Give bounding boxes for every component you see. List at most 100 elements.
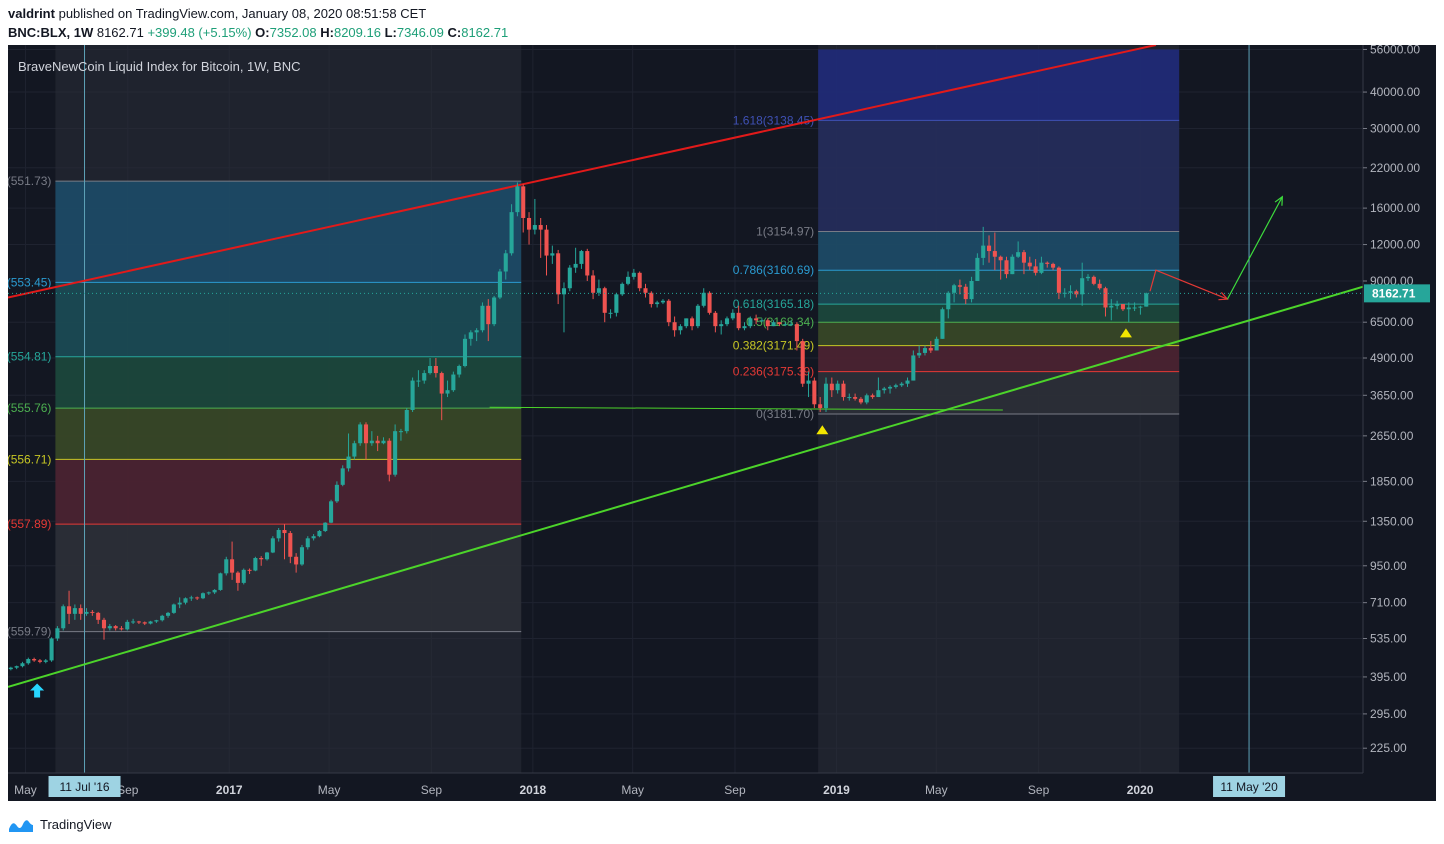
candle-body [37, 660, 42, 662]
candle [835, 380, 840, 394]
candle-body [1144, 293, 1149, 307]
candle [451, 371, 456, 392]
fib-right-extension-zone [818, 49, 1180, 121]
candle-body [84, 611, 89, 614]
time-tick-label: Sep [724, 783, 746, 797]
candle [952, 283, 957, 303]
candle-body [119, 628, 124, 630]
candle-body [789, 324, 794, 326]
candle [981, 226, 986, 266]
candle-body [154, 620, 159, 622]
candle [317, 530, 322, 538]
candle-body [433, 365, 438, 374]
fib-right-label-1: 1(3154.97) [756, 225, 814, 239]
date-marker-badge-0 [48, 776, 121, 797]
trendline-level-2017 [489, 406, 1003, 411]
candle [422, 370, 427, 384]
candle [544, 225, 549, 276]
candle [90, 610, 95, 616]
candle-body [981, 245, 986, 258]
candle [888, 385, 893, 394]
candle [404, 408, 409, 434]
candle-body [428, 365, 433, 374]
candle-body [398, 431, 403, 433]
candle [247, 568, 252, 575]
candle [812, 377, 817, 409]
candle-body [259, 558, 264, 560]
fib-right-zone-0.382 [818, 345, 1180, 372]
candle [1091, 275, 1096, 286]
candle [55, 626, 60, 641]
candle [1144, 292, 1149, 307]
candle [847, 393, 852, 401]
candle-body [1056, 267, 1061, 293]
candle [439, 371, 444, 421]
candle-body [591, 275, 596, 293]
candle [789, 320, 794, 327]
candle-body [521, 186, 526, 218]
publish-header: valdrint published on TradingView.com, J… [8, 6, 426, 21]
candle [684, 318, 689, 329]
candle [655, 300, 660, 308]
tradingview-logo-icon[interactable] [8, 816, 34, 832]
candle-body [812, 380, 817, 405]
candle [212, 589, 217, 595]
ohlc-bar: BNC:BLX, 1W 8162.71 +399.48 (+5.15%) O:7… [8, 25, 508, 40]
candle-body [72, 608, 77, 614]
symbol-label: BNC:BLX, 1W [8, 25, 94, 40]
candle [841, 380, 846, 401]
candle [340, 465, 345, 487]
time-tick-label: May [925, 783, 948, 797]
fib-left-zone-1 [55, 181, 522, 283]
candle-body [410, 380, 415, 410]
projection-up [1226, 196, 1283, 300]
candle [917, 345, 922, 358]
candle [783, 322, 788, 327]
candle-body [1109, 305, 1114, 308]
candle [346, 433, 351, 472]
candle [49, 637, 54, 662]
candle-body [876, 390, 881, 398]
candle [998, 255, 1003, 280]
candle [515, 182, 520, 217]
fib-right-label-1.618: 1.618(3138.45) [733, 113, 814, 127]
candle [754, 314, 759, 325]
candle-body [49, 638, 54, 661]
candle-body [608, 312, 613, 314]
candle-body [1091, 276, 1096, 284]
candle-body [340, 468, 345, 485]
candle-body [544, 229, 549, 256]
candle-body [224, 559, 229, 574]
candle-body [695, 305, 700, 327]
tradingview-brand[interactable]: TradingView [40, 816, 112, 832]
high-value: 8209.16 [333, 25, 381, 40]
candle-body [474, 330, 479, 333]
candle-body [899, 383, 904, 386]
candle-body [1045, 262, 1050, 264]
price-chart[interactable]: 1(551.73) 0.786(553.45) 0.618(554.81) 0.5(5… [8, 45, 1436, 801]
candle-body [218, 573, 223, 590]
candle [567, 265, 572, 292]
chart-panel[interactable]: 1(551.73) 0.786(553.45) 0.618(554.81) 0.5(5… [8, 45, 1436, 801]
time-tick-label: 2020 [1127, 783, 1154, 797]
candle-body [1027, 262, 1032, 267]
candle [101, 617, 107, 640]
candle-body [166, 612, 171, 616]
candle [125, 619, 130, 631]
candle [329, 499, 334, 524]
candle [823, 377, 829, 412]
candle [1045, 261, 1050, 268]
candle [637, 271, 642, 292]
candle [596, 279, 601, 296]
author-name[interactable]: valdrint [8, 6, 55, 21]
candle [43, 659, 48, 664]
candle [1097, 279, 1102, 290]
candle-body [439, 373, 444, 394]
candle [666, 299, 671, 327]
candle-body [742, 326, 747, 329]
candle-body [200, 593, 206, 599]
candle [428, 357, 433, 375]
time-tick-label: 2018 [520, 783, 547, 797]
candle-body [1033, 266, 1038, 273]
published-info: published on TradingView.com, January 08… [58, 6, 427, 21]
